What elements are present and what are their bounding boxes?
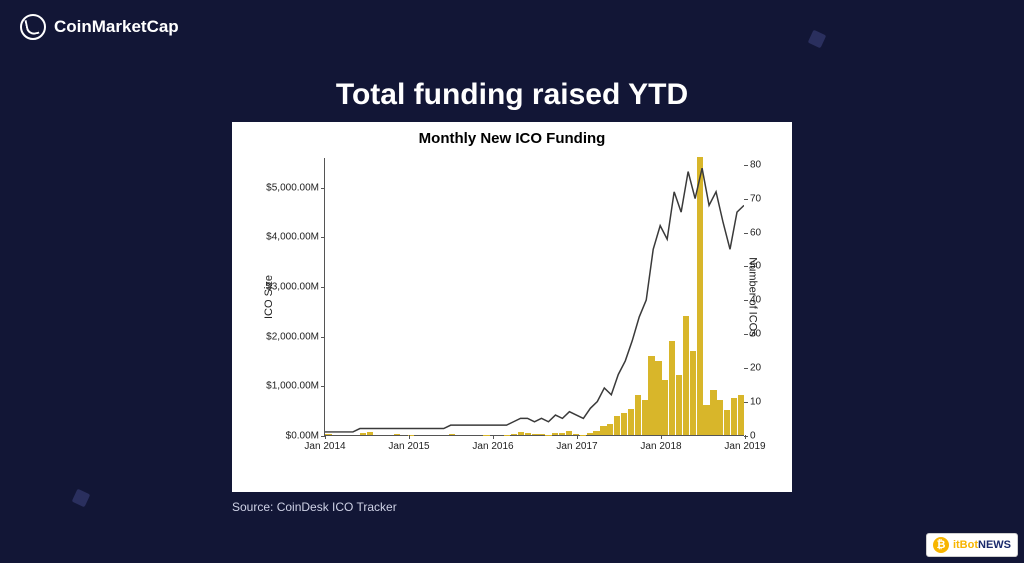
- y-left-tick-mark: [321, 386, 325, 387]
- chart-line: [325, 158, 744, 435]
- brand-logo: CoinMarketCap: [20, 14, 179, 40]
- decorative-shape: [808, 30, 827, 49]
- y-right-tick-mark: [744, 402, 748, 403]
- y-left-tick-mark: [321, 188, 325, 189]
- x-tick-mark: [409, 435, 410, 439]
- y-left-tick-mark: [321, 237, 325, 238]
- decorative-shape: [72, 489, 91, 508]
- y-right-tick-mark: [744, 233, 748, 234]
- y-left-tick-mark: [321, 287, 325, 288]
- line-series: [325, 168, 744, 432]
- y-left-tick-label: $5,000.00M: [266, 182, 325, 193]
- y-right-tick-mark: [744, 165, 748, 166]
- x-tick-mark: [325, 435, 326, 439]
- bitcoin-icon: ₿: [933, 537, 949, 553]
- x-tick-mark: [493, 435, 494, 439]
- page-title: Total funding raised YTD: [0, 78, 1024, 112]
- y-left-tick-label: $4,000.00M: [266, 232, 325, 243]
- x-tick-mark: [745, 435, 746, 439]
- y-left-tick-label: $2,000.00M: [266, 331, 325, 342]
- y-right-tick-mark: [744, 300, 748, 301]
- source-caption: Source: CoinDesk ICO Tracker: [232, 500, 397, 514]
- x-tick-mark: [661, 435, 662, 439]
- brand-logo-text: CoinMarketCap: [54, 17, 179, 37]
- corner-badge-text-b: NEWS: [978, 539, 1011, 551]
- y-left-tick-label: $1,000.00M: [266, 381, 325, 392]
- y-left-tick-label: $3,000.00M: [266, 282, 325, 293]
- chart-title: Monthly New ICO Funding: [232, 122, 792, 147]
- corner-badge: ₿ itBotNEWS: [926, 533, 1018, 557]
- chart-plot-area: ICO Size Number of ICOs $0.00M$1,000.00M…: [324, 158, 744, 436]
- corner-badge-text-a: itBot: [953, 539, 978, 551]
- y-left-tick-mark: [321, 337, 325, 338]
- y-right-tick-mark: [744, 368, 748, 369]
- brand-logo-mark: [20, 14, 46, 40]
- y-right-tick-mark: [744, 199, 748, 200]
- x-tick-mark: [577, 435, 578, 439]
- y-right-tick-mark: [744, 266, 748, 267]
- y-right-tick-mark: [744, 334, 748, 335]
- chart-card: Monthly New ICO Funding ICO Size Number …: [232, 122, 792, 492]
